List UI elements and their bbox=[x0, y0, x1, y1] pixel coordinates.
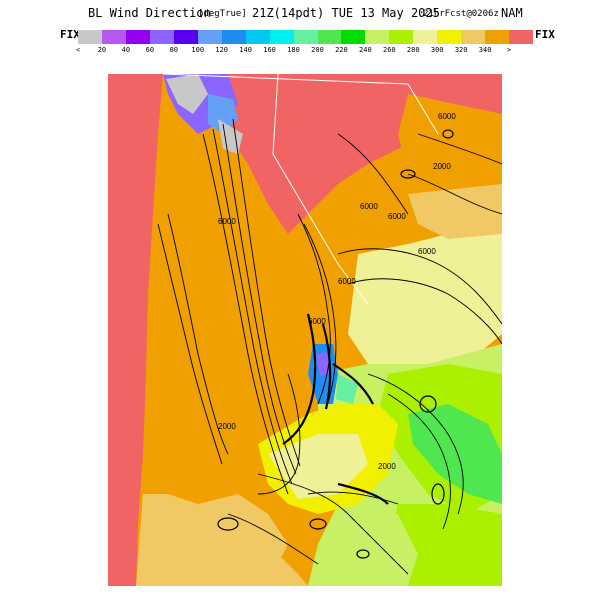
scale-tick-label: 340 bbox=[478, 46, 492, 54]
scale-swatch bbox=[125, 30, 150, 44]
scale-swatch bbox=[245, 30, 270, 44]
valid-time-text: 21Z(14pdt) TUE 13 May 2025 bbox=[252, 6, 440, 20]
region-teal-central bbox=[336, 374, 358, 404]
scale-tick-label: 80 bbox=[169, 46, 178, 54]
region-lightorange-southwest bbox=[136, 494, 308, 586]
scale-tick-label: 120 bbox=[215, 46, 228, 54]
scale-swatch bbox=[437, 30, 462, 44]
terrain-contours-dense bbox=[282, 313, 389, 505]
color-scale-ticks: <20 40 60 80 100 120 140 160 180 200 220 240 260 280 3… bbox=[75, 46, 533, 58]
scale-swatch bbox=[293, 30, 318, 44]
scale-tick-label: 160 bbox=[263, 46, 276, 54]
region-lightorange-east bbox=[408, 184, 502, 239]
scale-tick-label: 320 bbox=[454, 46, 468, 54]
scale-tick-label: 180 bbox=[287, 46, 300, 54]
scale-swatch bbox=[413, 30, 438, 44]
terrain-contours bbox=[157, 118, 503, 575]
scale-swatch bbox=[269, 30, 294, 44]
closed-contours bbox=[217, 129, 454, 559]
scale-tick-label: < bbox=[75, 46, 81, 54]
scale-swatch bbox=[78, 30, 102, 44]
scale-swatch bbox=[509, 30, 534, 44]
scale-swatch bbox=[461, 30, 486, 44]
scale-tick-label: 100 bbox=[191, 46, 205, 54]
contour-label: 2000 bbox=[433, 162, 451, 171]
wind-direction-map: 6000 6000 6000 6000 6000 6000 6000 2000 … bbox=[108, 73, 503, 586]
region-orange-north bbox=[398, 94, 502, 214]
scale-swatch bbox=[341, 30, 366, 44]
fix-label-right: FIX bbox=[535, 28, 555, 41]
scale-swatch bbox=[149, 30, 174, 44]
scale-swatch bbox=[173, 30, 198, 44]
state-boundary-nevada bbox=[272, 73, 369, 305]
chart-title: BL Wind Direction [degTrue] 21Z(14pdt) T… bbox=[0, 6, 611, 24]
scale-swatch bbox=[101, 30, 126, 44]
region-gray-nw bbox=[166, 74, 208, 114]
state-boundary-north bbox=[162, 73, 409, 85]
scale-swatch bbox=[221, 30, 246, 44]
contour-label: 2000 bbox=[218, 422, 236, 431]
region-brightgreen-se bbox=[408, 404, 502, 504]
contour-label: 6000 bbox=[218, 217, 236, 226]
contour-labels: 6000 6000 6000 6000 6000 6000 6000 2000 … bbox=[218, 112, 456, 471]
scale-tick-label: 40 bbox=[121, 46, 131, 54]
scale-swatch bbox=[197, 30, 222, 44]
region-blue-nw bbox=[208, 94, 238, 134]
fix-label-left: FIX bbox=[60, 28, 80, 41]
scale-tick-label: 260 bbox=[382, 46, 396, 54]
contour-label: 6000 bbox=[360, 202, 378, 211]
scale-tick-label: 140 bbox=[239, 46, 252, 54]
scale-tick-label: 220 bbox=[335, 46, 348, 54]
contour-label: 6000 bbox=[438, 112, 456, 121]
region-lightgreen-south bbox=[338, 514, 418, 586]
scale-tick-label: > bbox=[506, 46, 512, 54]
scale-tick-label: 280 bbox=[406, 46, 420, 54]
title-text: BL Wind Direction bbox=[88, 6, 211, 20]
region-paleyellow-east bbox=[348, 224, 502, 374]
scale-tick-label: 200 bbox=[311, 46, 324, 54]
scale-tick-label: 60 bbox=[145, 46, 155, 54]
model-text: NAM bbox=[501, 6, 523, 20]
contour-label: 6000 bbox=[388, 212, 406, 221]
color-scale-bar bbox=[78, 30, 534, 44]
scale-swatch bbox=[365, 30, 390, 44]
scale-swatch bbox=[389, 30, 414, 44]
contour-label: 6000 bbox=[308, 317, 326, 326]
scale-swatch bbox=[485, 30, 510, 44]
scale-tick-label: 240 bbox=[359, 46, 372, 54]
contour-label: 2000 bbox=[378, 462, 396, 471]
region-lightorange-coast bbox=[198, 494, 288, 564]
region-red-west bbox=[108, 74, 163, 586]
units-text: [degTrue] bbox=[198, 9, 247, 19]
region-purple-central bbox=[316, 352, 330, 376]
scale-tick-label: 300 bbox=[430, 46, 444, 54]
forecast-text: 21hrFcst@0206z bbox=[423, 9, 499, 19]
state-boundary-oregon bbox=[407, 83, 439, 135]
scale-swatch bbox=[317, 30, 342, 44]
scale-tick-label: 20 bbox=[97, 46, 107, 54]
contour-label: 6000 bbox=[338, 277, 356, 286]
region-paleyellow-central bbox=[268, 434, 368, 499]
region-green-south bbox=[388, 504, 502, 586]
contour-label: 6000 bbox=[418, 247, 436, 256]
